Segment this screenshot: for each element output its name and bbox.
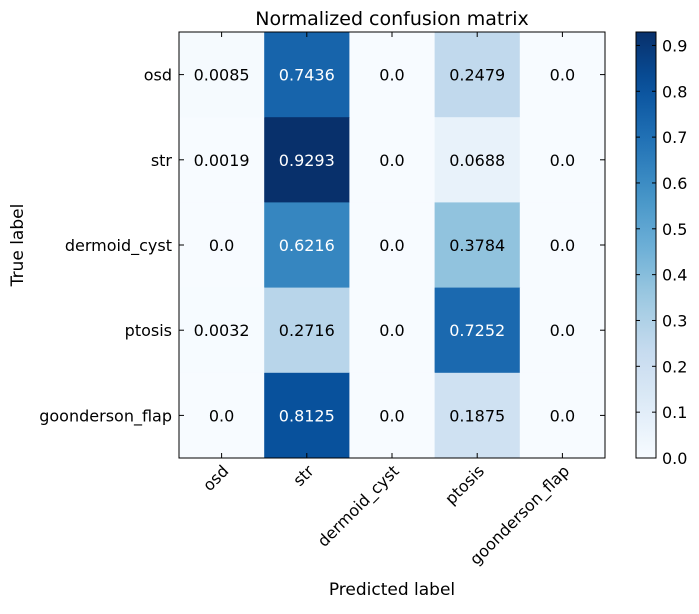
heatmap-cell bbox=[349, 372, 436, 459]
heatmap-cell bbox=[519, 202, 606, 289]
cell-value-label: 0.6216 bbox=[279, 236, 335, 255]
x-tick-label: ptosis bbox=[441, 461, 488, 508]
colorbar-tick-label: 0.7 bbox=[662, 128, 687, 147]
heatmap-cell bbox=[349, 287, 436, 374]
cell-value-label: 0.0 bbox=[209, 406, 234, 425]
cell-value-label: 0.0085 bbox=[194, 66, 250, 85]
y-tick-label: dermoid_cyst bbox=[65, 236, 172, 256]
colorbar-tick-label: 0.2 bbox=[662, 357, 687, 376]
heatmap-cell bbox=[349, 32, 436, 118]
cell-value-label: 0.0 bbox=[550, 236, 575, 255]
colorbar-tick-label: 0.8 bbox=[662, 82, 687, 101]
heatmap-cell bbox=[519, 287, 606, 374]
heatmap-cell bbox=[264, 117, 350, 203]
cell-value-label: 0.7436 bbox=[279, 66, 335, 85]
cell-value-label: 0.0 bbox=[550, 151, 575, 170]
cell-value-label: 0.0 bbox=[209, 236, 234, 255]
heatmap-cell bbox=[349, 202, 436, 289]
cell-value-label: 0.0 bbox=[379, 66, 404, 85]
heatmap-cell bbox=[179, 202, 265, 289]
cell-value-label: 0.0019 bbox=[194, 151, 250, 170]
heatmap-cell bbox=[264, 32, 350, 118]
y-tick-label: str bbox=[151, 151, 173, 170]
cell-value-label: 0.2479 bbox=[449, 66, 505, 85]
cell-value-label: 0.0032 bbox=[194, 321, 250, 340]
heatmap-cell bbox=[519, 372, 606, 459]
cell-value-label: 0.0 bbox=[550, 321, 575, 340]
colorbar-frame bbox=[635, 31, 657, 459]
colorbar-tick-label: 0.0 bbox=[662, 449, 687, 468]
x-tick-label: str bbox=[289, 461, 318, 490]
colorbar-tick-label: 0.1 bbox=[662, 403, 687, 422]
colorbar-fill bbox=[636, 32, 656, 458]
cell-value-label: 0.0 bbox=[550, 406, 575, 425]
cell-value-label: 0.9293 bbox=[279, 151, 335, 170]
x-tick-label: osd bbox=[199, 461, 232, 494]
heatmap-cell bbox=[349, 117, 436, 203]
colorbar-tick-label: 0.6 bbox=[662, 174, 687, 193]
cell-value-label: 0.0 bbox=[550, 66, 575, 85]
heatmap-cell bbox=[434, 117, 521, 203]
heatmap-cell bbox=[179, 32, 265, 118]
heatmap-cell bbox=[434, 287, 521, 374]
cell-value-label: 0.0 bbox=[379, 321, 404, 340]
heatmap-cell bbox=[519, 117, 606, 203]
y-tick-label: goonderson_flap bbox=[39, 406, 172, 426]
cell-value-label: 0.0688 bbox=[449, 151, 505, 170]
y-tick-label: ptosis bbox=[125, 321, 172, 340]
cell-value-label: 0.2716 bbox=[279, 321, 335, 340]
heatmap-cell bbox=[434, 202, 521, 289]
colorbar-tick-label: 0.3 bbox=[662, 311, 687, 330]
heatmap-cell bbox=[264, 202, 350, 289]
cell-value-label: 0.3784 bbox=[449, 236, 505, 255]
colorbar: 0.0 0.1 0.2 0.3 0.4 0.5 0.6 0.7 0.8 0.9 bbox=[635, 31, 687, 468]
heatmap-cell bbox=[264, 372, 350, 459]
y-tick-label: osd bbox=[144, 66, 172, 85]
cell-value-label: 0.1875 bbox=[449, 406, 505, 425]
cell-value-label: 0.7252 bbox=[449, 321, 505, 340]
heatmap-cell-labels: 0.0085 0.7436 0.0 0.2479 0.00.0019 0.9293 0.0 0… bbox=[194, 66, 576, 426]
heatmap-cells bbox=[179, 32, 606, 459]
heatmap-cell bbox=[519, 32, 606, 118]
heatmap-cell bbox=[264, 287, 350, 374]
colorbar-tick-label: 0.9 bbox=[662, 36, 687, 55]
colorbar-tick-label: 0.5 bbox=[662, 220, 687, 239]
x-axis-label: Predicted label bbox=[329, 580, 455, 600]
cell-value-label: 0.0 bbox=[379, 151, 404, 170]
heatmap-cell bbox=[434, 372, 521, 459]
heatmap-cell bbox=[179, 117, 265, 203]
y-axis-label: True label bbox=[8, 204, 28, 288]
heatmap-cell bbox=[179, 287, 265, 374]
chart-title: Normalized confusion matrix bbox=[255, 8, 528, 30]
colorbar-tick-label: 0.4 bbox=[662, 266, 687, 285]
heatmap-cell bbox=[179, 372, 265, 459]
cell-value-label: 0.0 bbox=[379, 236, 404, 255]
cell-value-label: 0.8125 bbox=[279, 406, 335, 425]
heatmap-cell bbox=[434, 32, 521, 118]
cell-value-label: 0.0 bbox=[379, 406, 404, 425]
x-tick-label: dermoid_cyst bbox=[314, 461, 404, 551]
